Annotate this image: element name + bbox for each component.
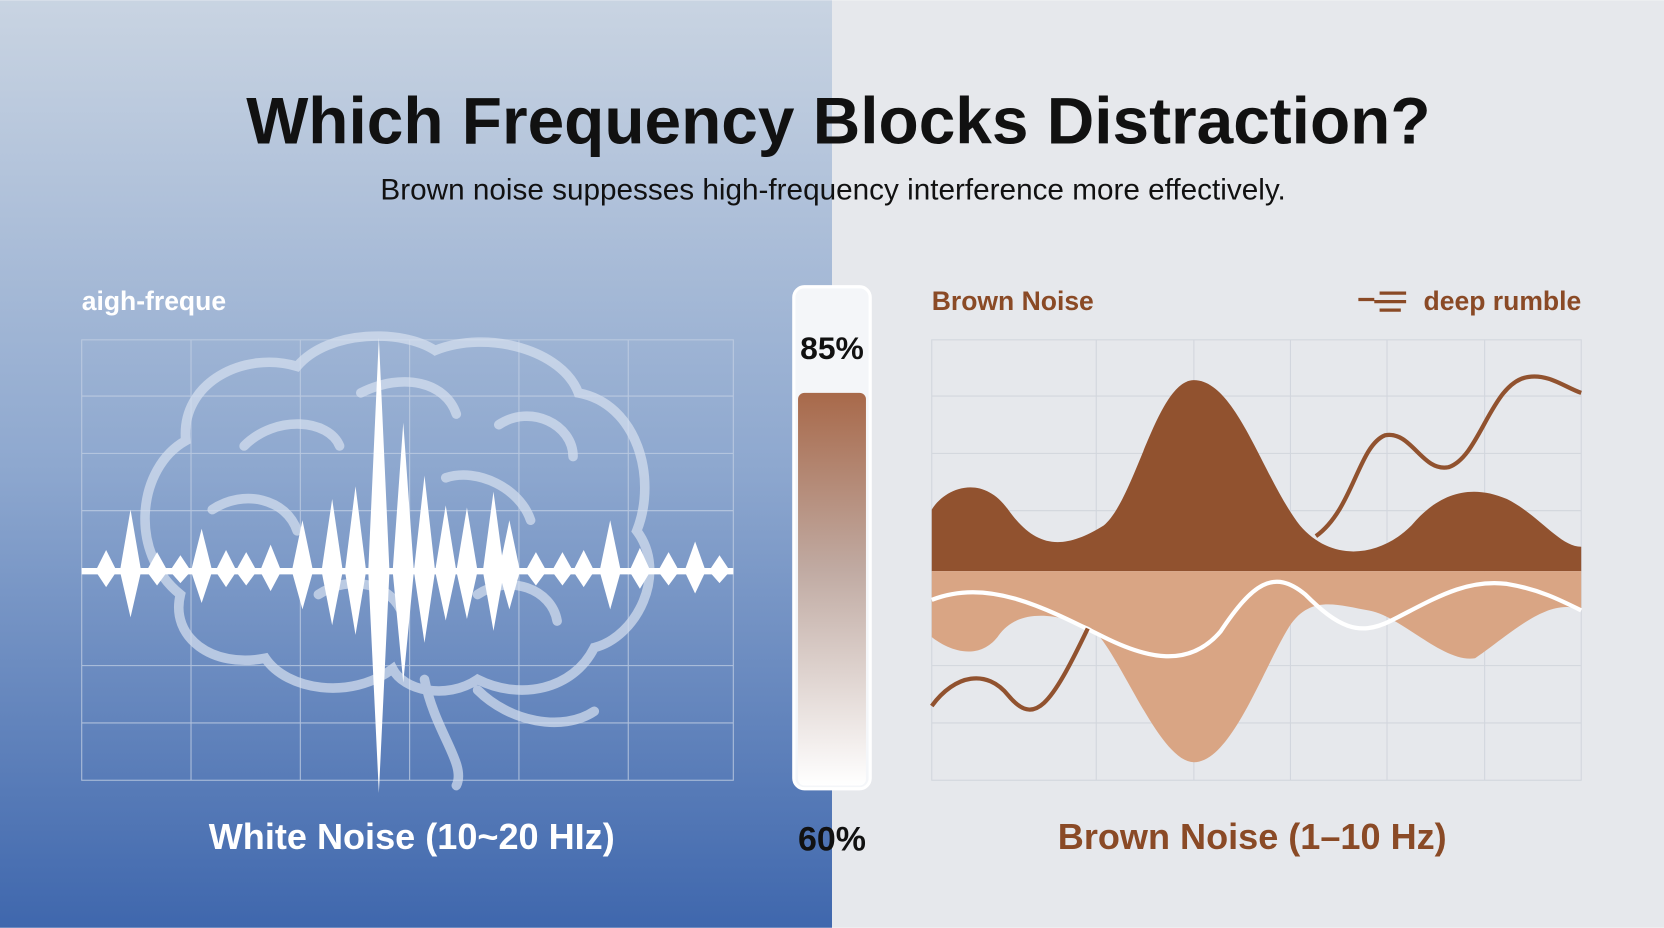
left-grid — [81, 339, 734, 781]
right-label: Brown Noise — [932, 286, 1094, 316]
brown-curve-right — [1314, 374, 1582, 538]
right-tag: deep rumble — [1424, 286, 1582, 316]
white-noise-waveform — [81, 337, 734, 793]
gauge-top-label: 85% — [800, 330, 864, 366]
title: Which Frequency Blocks Distraction? — [246, 84, 1430, 158]
left-label: aigh-freque — [82, 286, 226, 316]
gauge-fill — [798, 392, 866, 786]
gauge-bottom-label: 60% — [798, 820, 866, 858]
brown-curve-left — [930, 627, 1090, 712]
left-caption: White Noise (10~20 HIz) — [209, 816, 615, 857]
subtitle: Brown noise suppesses high-frequency int… — [380, 174, 1285, 207]
right-caption: Brown Noise (1–10 Hz) — [1058, 816, 1447, 857]
rumble-icon — [1358, 291, 1407, 312]
brown-lower-area — [931, 571, 1582, 763]
brown-upper-area — [931, 380, 1582, 572]
brain-outline — [140, 331, 655, 791]
left-background — [0, 0, 832, 928]
